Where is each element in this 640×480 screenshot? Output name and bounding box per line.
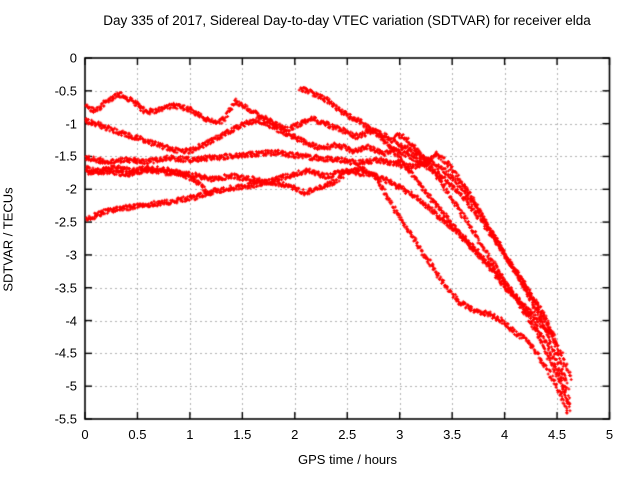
x-tick-label: 2 bbox=[291, 427, 299, 442]
x-tick-label: 2.5 bbox=[338, 427, 357, 442]
y-tick-label: -0.5 bbox=[54, 83, 77, 99]
y-tick-label: -1 bbox=[65, 116, 77, 132]
x-tick-label: 0 bbox=[81, 427, 89, 442]
y-tick-label: -3 bbox=[65, 247, 77, 263]
x-tick-label: 5 bbox=[605, 427, 614, 442]
y-tick-label: -4.5 bbox=[54, 345, 77, 361]
y-tick-label: -2 bbox=[65, 181, 77, 197]
y-axis-label: SDTVAR / TECUs bbox=[0, 187, 16, 292]
y-tick-label: -4 bbox=[65, 313, 77, 329]
y-tick-label: -5 bbox=[65, 378, 77, 394]
y-tick-label: 0 bbox=[69, 50, 77, 66]
x-tick-label: 3 bbox=[396, 427, 404, 442]
y-tick-label: -3.5 bbox=[54, 280, 77, 296]
x-tick-label: 1.5 bbox=[233, 427, 252, 442]
y-tick-label: -5.5 bbox=[54, 411, 77, 427]
chart-title: Day 335 of 2017, Sidereal Day-to-day VTE… bbox=[103, 13, 591, 28]
x-axis-label: GPS time / hours bbox=[298, 452, 397, 467]
x-tick-label: 0.5 bbox=[128, 427, 147, 442]
x-tick-label: 4.5 bbox=[548, 427, 567, 442]
y-tick-label: -1.5 bbox=[54, 148, 77, 164]
y-tick-label: -2.5 bbox=[54, 214, 77, 230]
x-tick-label: 4 bbox=[500, 427, 509, 442]
x-tick-label: 3.5 bbox=[443, 427, 462, 442]
x-tick-label: 1 bbox=[186, 427, 194, 442]
